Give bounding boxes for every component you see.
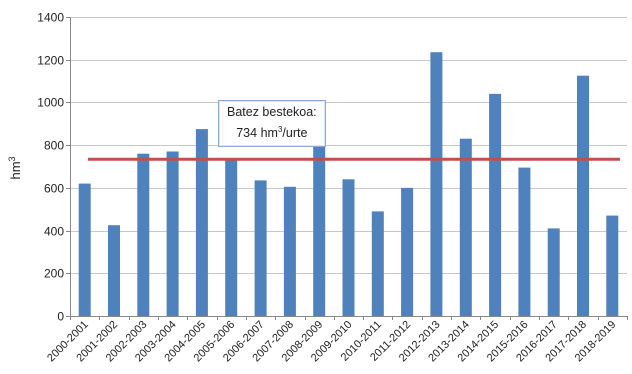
annotation-line-1: Batez bestekoa: <box>227 105 317 119</box>
bar <box>401 187 414 316</box>
bar <box>606 215 619 316</box>
bar <box>489 93 502 317</box>
bar <box>313 111 326 316</box>
bar <box>78 183 91 316</box>
x-axis-ticks: 2000-20012001-20022002-20032003-20042004… <box>45 316 628 364</box>
average-annotation: Batez bestekoa: 734 hm3/urte <box>218 100 326 148</box>
y-tick-label: 800 <box>44 139 64 153</box>
bar <box>577 75 589 316</box>
bar <box>283 186 296 316</box>
y-tick-label: 1000 <box>37 96 64 110</box>
bars <box>78 52 619 317</box>
y-axis-label: hm3 <box>7 156 23 179</box>
bar <box>108 225 120 316</box>
y-tick-label: 1200 <box>37 54 64 68</box>
bar <box>459 138 472 316</box>
bar <box>342 179 355 316</box>
annotation-line-2: 734 hm3/urte <box>236 125 308 141</box>
bar <box>430 52 443 316</box>
y-tick-label: 400 <box>44 225 64 239</box>
bar <box>225 159 238 316</box>
bar <box>137 153 150 316</box>
y-tick-label: 200 <box>44 267 64 281</box>
bar <box>254 180 267 316</box>
y-tick-label: 0 <box>57 310 64 324</box>
y-tick-label: 600 <box>44 182 64 196</box>
bar <box>547 228 560 316</box>
bar <box>166 151 179 316</box>
bar <box>195 129 208 316</box>
bar <box>371 211 384 316</box>
y-axis-ticks: 0 200 400 600 800 1000 1200 1400 <box>37 11 70 324</box>
y-tick-label: 1400 <box>37 11 64 25</box>
bar <box>518 167 531 316</box>
axes <box>70 17 627 317</box>
